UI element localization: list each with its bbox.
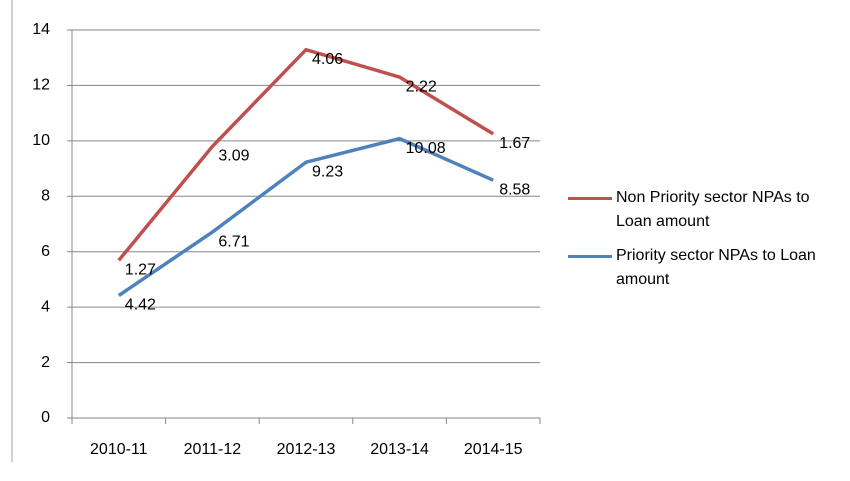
data-label: 2.22	[406, 78, 437, 95]
y-tick-label: 8	[41, 188, 50, 205]
data-label: 6.71	[218, 233, 249, 250]
data-label: 8.58	[499, 181, 530, 198]
legend-item: Priority sector NPAs to Loan amount	[568, 244, 838, 292]
data-label: 4.06	[312, 51, 343, 68]
series-line	[117, 47, 495, 262]
data-label: 3.09	[218, 148, 249, 165]
x-tick-label: 2010-11	[90, 441, 148, 458]
data-label: 10.08	[406, 140, 446, 157]
series-line	[117, 136, 494, 297]
x-tick-label: 2012-13	[277, 441, 336, 458]
y-tick-label: 6	[41, 243, 50, 260]
y-tick-label: 4	[41, 298, 50, 315]
data-label: 1.27	[125, 262, 156, 279]
data-label: 4.42	[125, 297, 156, 314]
legend-label: Priority sector NPAs to Loan amount	[616, 247, 816, 288]
y-tick-label: 12	[32, 77, 50, 94]
x-tick-label: 2013-14	[370, 441, 429, 458]
y-tick-label: 0	[41, 409, 50, 426]
data-label: 9.23	[312, 163, 343, 180]
x-tick-label: 2014-15	[464, 441, 523, 458]
y-tick-label: 14	[32, 21, 50, 38]
y-tick-label: 2	[41, 354, 50, 371]
data-label: 1.67	[499, 135, 530, 152]
x-tick-label: 2011-12	[184, 441, 242, 458]
legend-item: Non Priority sector NPAs to Loan amount	[568, 186, 838, 234]
legend: Non Priority sector NPAs to Loan amount P…	[568, 186, 838, 302]
legend-swatch	[568, 197, 612, 200]
legend-swatch	[568, 255, 612, 258]
legend-label: Non Priority sector NPAs to Loan amount	[616, 189, 810, 230]
y-tick-label: 10	[32, 132, 50, 149]
